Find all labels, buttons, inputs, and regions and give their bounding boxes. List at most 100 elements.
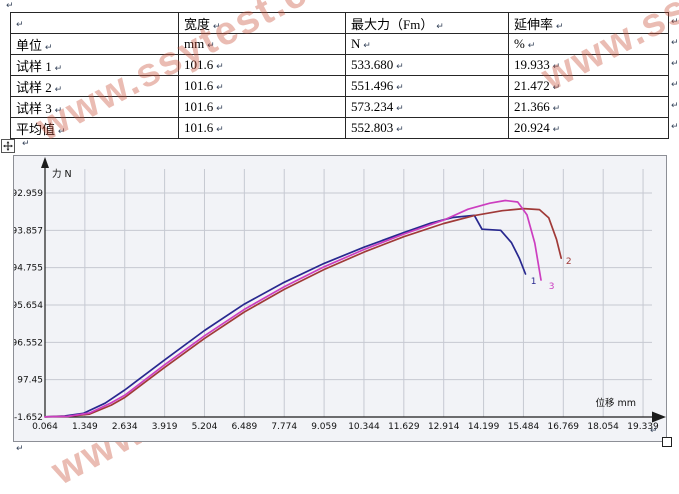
cell-value: 533.680 [351, 57, 394, 72]
x-tick-label: 5.204 [192, 422, 218, 432]
cell-value: 101.6 [184, 120, 214, 135]
table-cell: N ↵ [345, 33, 509, 55]
table-cell: 573.234 ↵ [345, 96, 509, 118]
y-axis-arrow-icon [41, 157, 49, 168]
row-end-mark: ↵ [671, 101, 679, 111]
row-header-cell: 试样 2 ↵ [10, 75, 179, 97]
row-end-mark: ↵ [671, 59, 679, 69]
cell-end-mark: ↵ [553, 21, 564, 32]
y-tick-label: 592.959 [14, 189, 43, 199]
cell-end-mark: ↵ [51, 63, 63, 74]
y-tick-label: 97.45 [17, 376, 43, 386]
chart-resize-handle[interactable] [662, 437, 672, 447]
table-cell: % ↵ [508, 33, 669, 55]
row-header-cell: 单位 ↵ [10, 33, 179, 55]
x-tick-label: 1.349 [72, 422, 98, 432]
table-cell: 19.933 ↵ [508, 54, 669, 76]
table-cell: 533.680 ↵ [345, 54, 509, 76]
cell-end-mark: ↵ [213, 125, 224, 135]
cell-end-mark: ↵ [204, 41, 215, 51]
column-header-cell: 最大力（Fm） ↵ [345, 12, 509, 34]
row-header-cell: 平均值 ↵ [10, 117, 179, 139]
cell-value: 19.933 [514, 57, 550, 72]
x-tick-label: 9.059 [311, 422, 337, 432]
x-tick-label: 16.769 [548, 422, 580, 432]
cell-value: 552.803 [351, 120, 394, 135]
column-header-cell: 宽度 ↵ [178, 12, 346, 34]
cell-value: 21.472 [514, 78, 550, 93]
table-row: 试样 3 ↵ 101.6 ↵ 573.234 ↵ 21.366 ↵ [10, 96, 669, 118]
cell-end-mark: ↵ [213, 83, 224, 93]
paragraph-mark: ↵ [16, 444, 24, 454]
table-cell: 20.924 ↵ [508, 117, 669, 139]
cell-end-mark: ↵ [549, 83, 561, 93]
cell-end-mark: ↵ [393, 104, 404, 114]
x-tick-label: 15.484 [508, 422, 540, 432]
x-axis-arrow-icon [652, 411, 666, 423]
x-tick-label: 3.919 [152, 422, 178, 432]
curve-label-1: 1 [531, 277, 537, 287]
table-cell: mm ↵ [178, 33, 346, 55]
column-header-label: 最大力（Fm） [351, 16, 434, 32]
move-arrows-icon [3, 141, 13, 151]
cell-end-mark: ↵ [393, 83, 404, 93]
cell-end-mark: ↵ [549, 62, 561, 72]
cell-end-mark: ↵ [549, 104, 561, 114]
x-tick-label: 10.344 [348, 422, 380, 432]
cell-value: 21.366 [514, 99, 550, 114]
table-cell: 101.6 ↵ [178, 54, 346, 76]
table-cell: 551.496 ↵ [345, 75, 509, 97]
paragraph-mark: ↵ [22, 139, 30, 149]
row-end-mark: ↵ [671, 122, 679, 132]
row-label: 单位 [16, 37, 43, 53]
y-axis-title: 力 N [52, 168, 72, 180]
table-row: 平均值 ↵ 101.6 ↵ 552.803 ↵ 20.924 ↵ [10, 117, 669, 139]
x-tick-label: 7.774 [271, 422, 297, 432]
chart-canvas: 592.959 493.857 394.755 295.654 196.552 97.45… [14, 157, 666, 436]
chart-move-handle[interactable] [1, 139, 15, 153]
cell-end-mark: ↵ [210, 21, 221, 32]
x-tick-label: 11.629 [388, 422, 420, 432]
paragraph-mark: ↵ [650, 426, 658, 436]
column-header-label: 延伸率 [514, 16, 554, 32]
row-label: 试样 1 [16, 58, 52, 74]
results-table: ↵ 宽度 ↵ 最大力（Fm） ↵ 延伸率 ↵ 单位 ↵ mm ↵ N ↵% ↵ 试样 1 ↵ 1… [10, 12, 669, 139]
y-tick-label: -1.652 [14, 413, 43, 423]
cell-end-mark: ↵ [51, 105, 63, 116]
x-tick-label: 6.489 [231, 422, 257, 432]
cell-end-mark: ↵ [42, 42, 53, 53]
cell-end-mark: ↵ [360, 41, 371, 51]
cell-end-mark: ↵ [393, 125, 404, 135]
table-row: 试样 1 ↵ 101.6 ↵ 533.680 ↵ 19.933 ↵ [10, 54, 669, 76]
row-end-mark: ↵ [671, 80, 679, 90]
cell-value: mm [184, 36, 205, 51]
table-row: 试样 2 ↵ 101.6 ↵ 551.496 ↵ 21.472 ↵ [10, 75, 669, 97]
paragraph-mark: ↵ [6, 1, 14, 11]
corner-header-cell: ↵ [10, 12, 179, 34]
y-tick-label: 493.857 [14, 226, 43, 236]
row-end-mark: ↵ [671, 17, 679, 27]
table-cell: 101.6 ↵ [178, 117, 346, 139]
cell-value: N [351, 36, 361, 51]
row-header-cell: 试样 1 ↵ [10, 54, 179, 76]
cell-end-mark: ↵ [55, 126, 66, 137]
curve-sample-2 [44, 207, 563, 418]
cell-end-mark: ↵ [393, 62, 404, 72]
row-header-cell: 试样 3 ↵ [10, 96, 179, 118]
curve-sample-1 [44, 214, 527, 418]
table-cell: 21.472 ↵ [508, 75, 669, 97]
row-label: 平均值 [16, 121, 56, 137]
table-cell: 101.6 ↵ [178, 96, 346, 118]
cell-end-mark: ↵ [16, 20, 24, 30]
cell-value: 20.924 [514, 120, 550, 135]
x-tick-label: 12.914 [428, 422, 460, 432]
row-label: 试样 3 [16, 100, 52, 116]
y-tick-label: 394.755 [14, 264, 43, 274]
y-tick-label: 196.552 [14, 338, 43, 348]
cell-value: 573.234 [351, 99, 394, 114]
cell-value: 551.496 [351, 78, 394, 93]
cell-end-mark: ↵ [51, 84, 63, 95]
x-tick-label: 0.064 [32, 422, 58, 432]
curve-label-3: 3 [549, 282, 555, 292]
force-displacement-chart[interactable]: 592.959 493.857 394.755 295.654 196.552 97.45… [13, 155, 672, 447]
